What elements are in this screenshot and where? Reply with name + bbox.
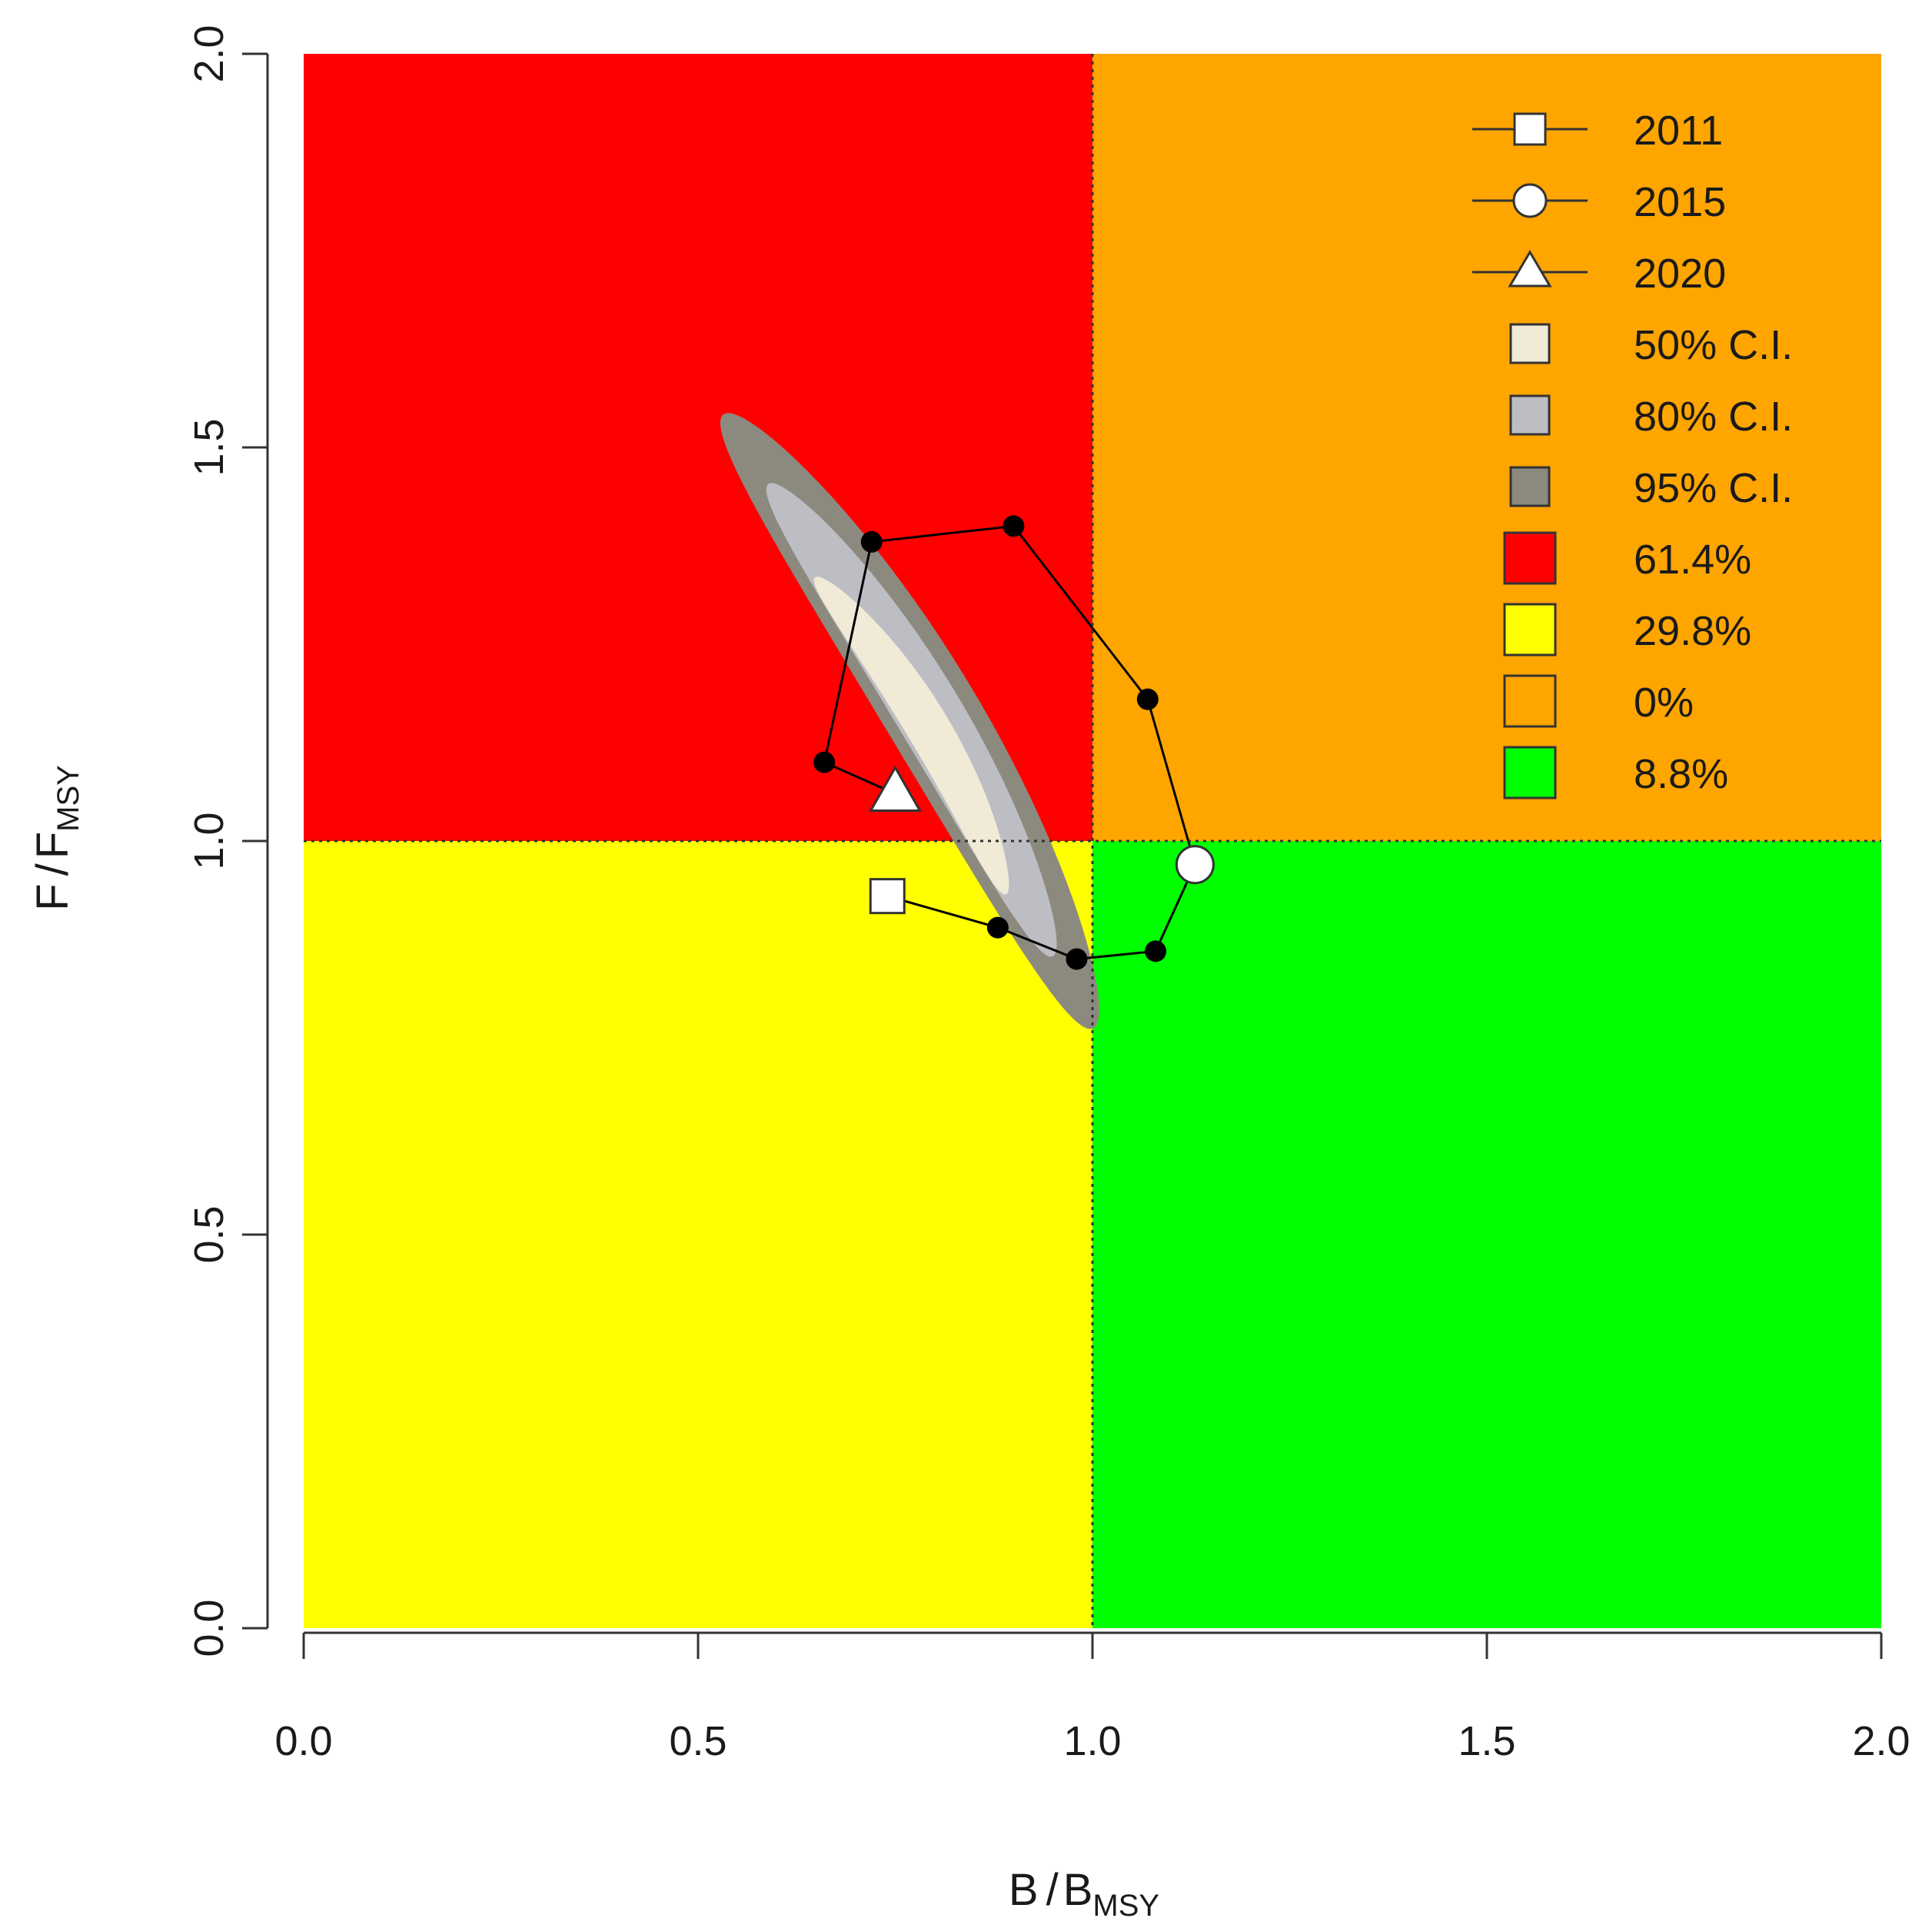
point-2013 bbox=[1066, 948, 1088, 970]
confidence-regions bbox=[720, 413, 1099, 1029]
y-axis-title-base: F bbox=[28, 832, 78, 859]
legend-entry-2015: 2015 bbox=[1472, 179, 1726, 225]
legend-label: 95% C.I. bbox=[1634, 465, 1793, 511]
x-axis-title-sub: MSY bbox=[1092, 1889, 1159, 1923]
point-2020 bbox=[868, 765, 923, 813]
legend-label: 2015 bbox=[1634, 179, 1726, 225]
legend-swatch bbox=[1503, 603, 1557, 657]
point-2012 bbox=[986, 916, 1009, 939]
legend-label: 61.4% bbox=[1634, 537, 1751, 583]
legend-entry-614: 61.4% bbox=[1503, 531, 1751, 585]
legend-label: 2011 bbox=[1634, 108, 1723, 154]
quadrant-layer bbox=[304, 54, 1881, 1628]
point-2015 bbox=[1175, 845, 1215, 885]
legend-swatch bbox=[1503, 531, 1557, 585]
x-tick-label-0: 0.0 bbox=[274, 1718, 332, 1764]
legend-swatch bbox=[1503, 674, 1557, 728]
legend-circle-icon bbox=[1512, 183, 1548, 218]
ci-region-50 bbox=[813, 577, 1009, 895]
legend-entry-50CI: 50% C.I. bbox=[1509, 322, 1793, 368]
y-tick-label-1: 0.5 bbox=[186, 1205, 232, 1263]
point-2011 bbox=[869, 878, 906, 915]
y-axis-title: F/FMSY bbox=[28, 765, 85, 911]
y-tick-label-3: 1.5 bbox=[186, 418, 232, 476]
quadrant-orange bbox=[1092, 54, 1881, 841]
trajectory bbox=[813, 515, 1215, 970]
legend-swatch bbox=[1509, 466, 1551, 507]
legend-square-icon bbox=[1513, 112, 1547, 146]
point-2018 bbox=[860, 530, 883, 553]
y-tick-label-0: 0.0 bbox=[186, 1599, 232, 1657]
legend-swatch bbox=[1509, 323, 1551, 364]
legend-label: 29.8% bbox=[1634, 608, 1751, 654]
legend-label: 2020 bbox=[1634, 251, 1726, 297]
x-tick-label-2: 1.0 bbox=[1063, 1718, 1121, 1764]
legend-entry-95CI: 95% C.I. bbox=[1509, 465, 1793, 511]
trajectory-line bbox=[823, 524, 1196, 961]
legend-triangle-icon bbox=[1508, 250, 1552, 288]
legend-entry-2011: 2011 bbox=[1472, 108, 1723, 154]
legend: 2011 2015 2020 50% C.I. 80% C.I. 95% C.I. 61.4… bbox=[1472, 108, 1793, 799]
y-axis-title-sub: MSY bbox=[52, 765, 85, 832]
point-2014 bbox=[1145, 940, 1167, 962]
x-axis-title-main: B bbox=[1009, 1865, 1039, 1915]
quadrant-yellow bbox=[304, 841, 1092, 1628]
legend-entry-88: 8.8% bbox=[1503, 746, 1728, 799]
legend-entry-2020: 2020 bbox=[1472, 250, 1726, 297]
legend-entry-298: 29.8% bbox=[1503, 603, 1751, 657]
x-tick-label-3: 1.5 bbox=[1458, 1718, 1515, 1764]
axes: 0.0 0.5 1.0 1.5 2.0 0.0 0.5 1.0 1.5 2.0 bbox=[186, 25, 1910, 1764]
legend-entry-80CI: 80% C.I. bbox=[1509, 394, 1793, 440]
legend-swatch bbox=[1503, 746, 1557, 799]
y-tick-label-2: 1.0 bbox=[186, 812, 232, 869]
x-axis-title: B / BMSY bbox=[1009, 1865, 1159, 1923]
x-tick-label-4: 2.0 bbox=[1852, 1718, 1910, 1764]
point-2017 bbox=[1003, 515, 1025, 537]
x-tick-label-1: 0.5 bbox=[669, 1718, 727, 1764]
point-2019 bbox=[813, 751, 836, 773]
legend-entry-0: 0% bbox=[1503, 674, 1694, 728]
y-axis-title-main: F bbox=[28, 883, 78, 910]
reference-lines bbox=[304, 54, 1881, 1628]
y-tick-label-4: 2.0 bbox=[186, 25, 232, 82]
x-axis-title-sep: / bbox=[1046, 1865, 1059, 1915]
legend-swatch bbox=[1509, 394, 1551, 436]
legend-label: 0% bbox=[1634, 680, 1694, 726]
point-2016 bbox=[1136, 688, 1159, 710]
x-axis-title-base: B bbox=[1063, 1865, 1093, 1915]
quadrant-green bbox=[1092, 841, 1881, 1628]
legend-label: 8.8% bbox=[1634, 751, 1728, 797]
legend-label: 50% C.I. bbox=[1634, 322, 1793, 368]
y-axis-title-sep: / bbox=[28, 863, 78, 876]
legend-label: 80% C.I. bbox=[1634, 394, 1793, 440]
